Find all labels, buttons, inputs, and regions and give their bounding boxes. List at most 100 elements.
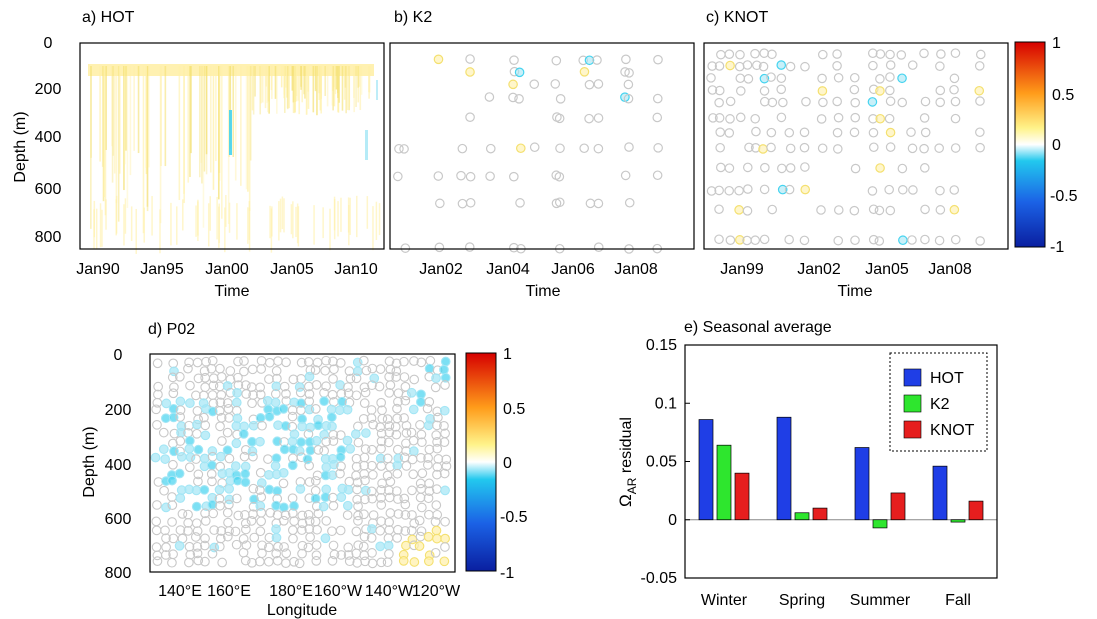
knot-point xyxy=(950,48,961,58)
hot-cyan-streak xyxy=(229,110,232,155)
p02-point xyxy=(329,364,339,375)
hot-streak xyxy=(307,66,310,92)
knot-point xyxy=(816,205,826,215)
panel-knot-frame xyxy=(703,42,1009,250)
knot-point xyxy=(735,73,746,84)
p02-point xyxy=(264,374,274,384)
p02-point xyxy=(360,387,371,398)
hot-ylabel: Depth (m) xyxy=(12,111,29,182)
legend-swatch-knot xyxy=(903,420,922,439)
p02-point xyxy=(295,484,306,494)
p02-point xyxy=(375,364,386,374)
k2-point xyxy=(433,171,444,181)
p02-point xyxy=(416,484,426,494)
hot-deep-streak xyxy=(248,207,251,252)
knot-point xyxy=(832,96,842,107)
p02-point xyxy=(263,454,273,464)
p02-point xyxy=(160,525,170,536)
hot-streak xyxy=(268,66,270,114)
p02-point xyxy=(271,548,282,559)
p02-point xyxy=(297,421,307,432)
p02-point xyxy=(215,421,225,432)
knot-point xyxy=(875,86,885,96)
hot-deep-streak xyxy=(143,207,145,243)
p02-point xyxy=(366,486,377,497)
p02-point xyxy=(192,541,203,552)
knot-point xyxy=(868,204,879,215)
p02-point xyxy=(358,413,369,424)
p02-point xyxy=(239,366,249,377)
hot-xtick-jan00: Jan00 xyxy=(205,261,249,278)
hot-deep-streak xyxy=(278,201,280,241)
p02-point xyxy=(431,373,441,384)
p02-point xyxy=(175,493,186,503)
p02-point xyxy=(279,381,290,392)
p02-point xyxy=(281,389,291,399)
knot-point xyxy=(778,97,788,108)
p02-point xyxy=(409,557,420,567)
p02-point xyxy=(400,395,411,406)
k2-point xyxy=(653,54,663,65)
hot-streak xyxy=(145,66,148,168)
knot-point xyxy=(885,205,896,216)
p02-point xyxy=(230,461,241,471)
p02-point xyxy=(392,468,403,479)
p02-point xyxy=(353,515,363,526)
knot-point xyxy=(750,113,760,124)
knot-point xyxy=(849,72,860,83)
panel-seasonal-title: e) Seasonal average xyxy=(684,319,832,336)
hot-deep-streak xyxy=(93,200,96,238)
ylabel-omega: Ω xyxy=(616,494,635,507)
hot-deep-streak xyxy=(348,205,350,246)
p02-point xyxy=(359,509,369,520)
knot-point xyxy=(777,184,788,195)
p02-point xyxy=(272,436,283,447)
hot-ytick-400: 400 xyxy=(35,129,62,146)
p02-point xyxy=(255,467,266,478)
p02-point xyxy=(312,470,323,481)
p02-point xyxy=(296,357,307,368)
p02-point xyxy=(153,381,163,392)
p02-point xyxy=(232,387,242,398)
panel-hot-frame xyxy=(79,42,385,250)
hot-deep-streak xyxy=(228,202,231,233)
p02-point xyxy=(321,436,332,447)
knot-point xyxy=(776,112,787,123)
hot-streak xyxy=(335,66,338,90)
p02-point xyxy=(342,435,353,446)
knot-point xyxy=(743,74,754,84)
knot-point xyxy=(885,142,896,152)
knot-point xyxy=(734,185,744,196)
knot-point xyxy=(714,234,724,245)
p02-point xyxy=(262,395,273,406)
knot-point xyxy=(874,205,885,216)
knot-point xyxy=(832,61,842,71)
hot-deep-streak xyxy=(296,203,299,244)
hot-deep-streak xyxy=(130,206,133,242)
knot-point xyxy=(849,127,860,138)
p02-point xyxy=(175,436,186,446)
p02-point xyxy=(175,396,186,407)
p02-point xyxy=(222,531,233,542)
p02-point xyxy=(174,540,185,551)
knot-point xyxy=(736,86,746,96)
k2-point xyxy=(551,55,562,66)
hot-streak xyxy=(212,66,215,190)
k2-point xyxy=(554,197,565,208)
p02-point xyxy=(214,493,225,504)
hot-streak xyxy=(245,66,248,190)
p02-point xyxy=(318,501,329,512)
hot-streak xyxy=(271,66,273,99)
k2-point xyxy=(509,242,519,253)
p02-point xyxy=(264,411,275,422)
p02-point xyxy=(375,422,386,433)
p02-point xyxy=(343,382,353,393)
knot-point xyxy=(949,204,960,215)
p02-ytick-200: 200 xyxy=(105,402,132,419)
p02-point xyxy=(440,380,450,390)
p02-point xyxy=(279,444,290,455)
p02-point xyxy=(408,435,419,446)
hot-deep-streak xyxy=(349,197,351,235)
p02-point xyxy=(422,460,433,470)
knot-point xyxy=(800,162,810,172)
